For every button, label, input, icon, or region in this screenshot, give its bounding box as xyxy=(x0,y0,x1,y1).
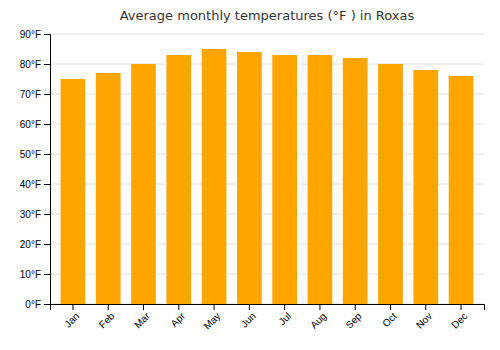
y-tick-label: 70°F xyxy=(20,89,41,100)
x-tick-label: Mar xyxy=(132,310,152,330)
x-tick-mark xyxy=(390,304,391,310)
y-tick: 10°F xyxy=(20,269,50,280)
x-tick-mark xyxy=(355,304,356,310)
y-tick-label: 80°F xyxy=(20,59,41,70)
x-tick-label: Oct xyxy=(380,310,399,329)
x-tick: Nov xyxy=(414,304,434,331)
y-tick: 90°F xyxy=(20,29,50,40)
x-tick-mark xyxy=(72,304,73,310)
y-tick-mark xyxy=(44,304,50,305)
x-tick: Feb xyxy=(97,304,117,330)
bar xyxy=(272,55,297,304)
y-tick: 50°F xyxy=(20,149,50,160)
bar xyxy=(237,52,262,304)
grid-line xyxy=(50,64,484,65)
y-tick-mark xyxy=(44,184,50,185)
y-tick-mark xyxy=(44,94,50,95)
y-tick-mark xyxy=(44,154,50,155)
x-axis: Jan Feb Mar Apr May Jun Jul Aug Sep Oct Nov Dec xyxy=(51,304,485,332)
x-tick: Sep xyxy=(343,304,364,331)
x-tick-mark xyxy=(425,304,426,310)
y-tick-mark xyxy=(44,244,50,245)
y-tick: 20°F xyxy=(20,239,50,250)
bar xyxy=(96,73,121,304)
y-tick-mark xyxy=(44,64,50,65)
x-tick-label: Nov xyxy=(414,310,434,330)
y-tick-label: 50°F xyxy=(20,149,41,160)
grid xyxy=(50,34,484,304)
y-tick-label: 90°F xyxy=(20,29,41,40)
x-tick-mark xyxy=(319,304,320,310)
chart-svg: 0°F 10°F 20°F 30°F 40°F 50°F 60°F 70°F 80°F 90°F J… xyxy=(0,0,500,350)
bar xyxy=(61,79,86,304)
y-tick-label: 40°F xyxy=(20,179,41,190)
x-tick: Aug xyxy=(308,304,328,331)
y-tick-label: 0°F xyxy=(25,299,41,310)
x-tick: Apr xyxy=(168,304,187,329)
bar xyxy=(413,70,438,304)
chart-title: Average monthly temperatures (°F ) in Ro… xyxy=(120,8,415,23)
x-tick-label: Jul xyxy=(276,310,293,327)
bar xyxy=(449,76,474,304)
x-tick-label: Sep xyxy=(343,310,364,331)
x-tick-label: Jun xyxy=(239,310,258,329)
x-tick-mark xyxy=(214,304,215,310)
y-tick-mark xyxy=(44,214,50,215)
x-tick-label: Apr xyxy=(168,310,187,329)
x-tick-label: Feb xyxy=(97,310,117,330)
x-tick-label: Dec xyxy=(449,310,469,330)
x-tick-mark xyxy=(178,304,179,310)
axis-line xyxy=(51,305,485,311)
x-tick-mark xyxy=(249,304,250,310)
y-tick-label: 10°F xyxy=(20,269,41,280)
axis-line xyxy=(44,35,51,305)
x-tick-label: Jan xyxy=(62,310,81,329)
y-tick: 70°F xyxy=(20,89,50,100)
x-tick: Jul xyxy=(276,304,293,327)
y-axis: 0°F 10°F 20°F 30°F 40°F 50°F 60°F 70°F 80°F 90°F xyxy=(20,29,51,310)
y-tick-mark xyxy=(44,34,50,35)
y-tick: 0°F xyxy=(25,299,50,310)
x-tick-label: Aug xyxy=(308,310,328,330)
x-tick-mark xyxy=(284,304,285,310)
y-tick: 30°F xyxy=(20,209,50,220)
y-tick-label: 20°F xyxy=(20,239,41,250)
x-tick-label: May xyxy=(201,310,222,331)
plot-area: 0°F 10°F 20°F 30°F 40°F 50°F 60°F 70°F 80°F 90°F J… xyxy=(20,29,485,332)
bar xyxy=(131,64,156,304)
bar xyxy=(202,49,227,304)
x-tick-mark xyxy=(108,304,109,310)
grid-line xyxy=(50,34,484,35)
x-tick: Jun xyxy=(239,304,258,330)
x-tick-mark xyxy=(143,304,144,310)
y-tick-label: 60°F xyxy=(20,119,41,130)
x-tick: Dec xyxy=(449,304,469,331)
y-tick-mark xyxy=(44,124,50,125)
x-tick: Oct xyxy=(380,304,399,329)
y-tick: 40°F xyxy=(20,179,50,190)
x-tick: May xyxy=(201,304,222,332)
y-tick: 60°F xyxy=(20,119,50,130)
bars xyxy=(61,49,474,304)
bar xyxy=(343,58,368,304)
x-tick: Mar xyxy=(132,304,152,330)
y-tick-mark xyxy=(44,274,50,275)
bar xyxy=(166,55,191,304)
bar xyxy=(308,55,333,304)
x-tick-mark xyxy=(461,304,462,310)
x-tick: Jan xyxy=(62,304,81,330)
y-tick-label: 30°F xyxy=(20,209,41,220)
y-tick: 80°F xyxy=(20,59,50,70)
bar xyxy=(378,64,403,304)
